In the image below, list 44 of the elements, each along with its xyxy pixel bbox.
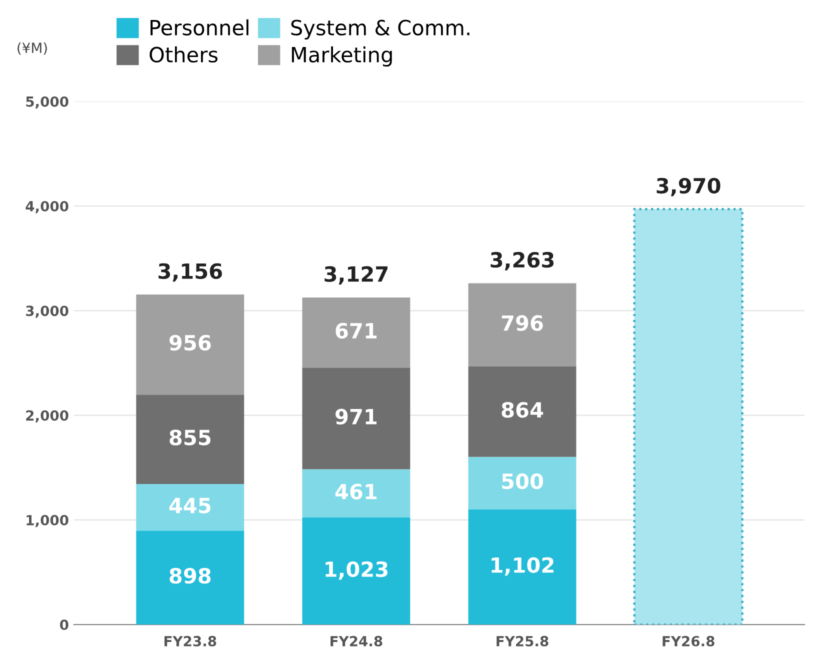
bar — [302, 518, 410, 625]
data-label: 956 — [169, 334, 211, 351]
x-tick-label: FY24.8 — [330, 636, 382, 646]
bar — [468, 456, 576, 510]
bar — [302, 297, 410, 368]
data-label: 864 — [502, 402, 544, 418]
total-label: 3,970 — [656, 178, 720, 196]
data-label: 461 — [335, 484, 377, 500]
y-tick-label: 5,000 — [26, 96, 68, 109]
bar — [468, 509, 576, 625]
legend-label: Marketing — [292, 46, 392, 67]
x-tick-label: FY23.8 — [164, 636, 216, 646]
bar — [302, 469, 410, 518]
bar — [136, 294, 244, 395]
total-label: 3,263 — [490, 252, 554, 270]
data-label: 855 — [170, 430, 210, 446]
bar — [468, 283, 576, 367]
y-tick-label: 2,000 — [26, 410, 68, 423]
x-tick-label: FY25.8 — [496, 636, 548, 646]
bar — [136, 394, 244, 484]
y-tick-label: 3,000 — [26, 306, 68, 318]
bar — [633, 208, 744, 625]
y-axis-title: (¥M) — [18, 42, 47, 55]
y-tick-label: 0 — [60, 620, 68, 630]
x-tick-label: FY26.8 — [662, 636, 714, 646]
bar — [136, 484, 244, 531]
legend-label: Personnel — [150, 19, 248, 36]
data-label: 1,023 — [326, 561, 388, 580]
bar — [468, 366, 576, 457]
bar — [136, 530, 244, 625]
data-label: 1,102 — [492, 557, 554, 576]
bar — [302, 368, 410, 470]
y-tick-label: 4,000 — [26, 200, 68, 214]
data-label: 671 — [336, 322, 377, 339]
total-label: 3,127 — [324, 266, 388, 285]
data-label: 971 — [336, 408, 377, 425]
y-tick-label: 1,000 — [26, 514, 68, 528]
data-label: 898 — [170, 568, 211, 584]
data-label: 500 — [502, 473, 544, 490]
legend-label: System & Comm. — [291, 20, 470, 40]
data-label: 796 — [502, 315, 543, 331]
total-label: 3,156 — [158, 263, 222, 282]
data-label: 445 — [169, 498, 210, 514]
legend-label: Others — [150, 46, 218, 63]
